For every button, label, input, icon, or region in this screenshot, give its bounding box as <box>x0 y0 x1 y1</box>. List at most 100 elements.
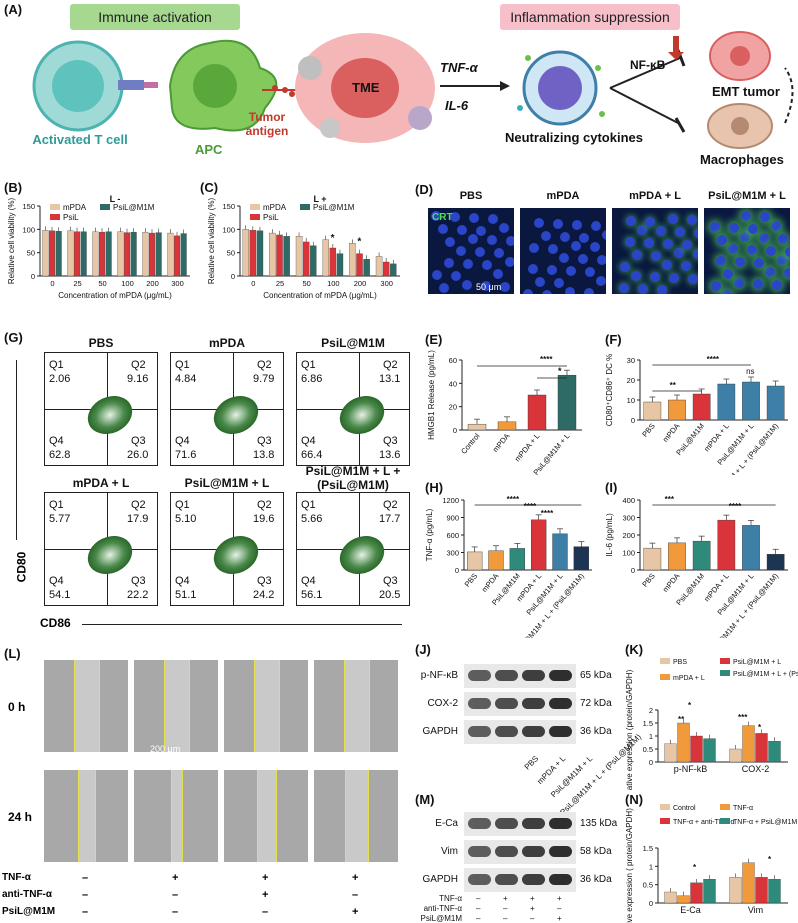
bar <box>742 525 760 571</box>
legend-label: PsiL@M1M + L <box>733 659 781 666</box>
kda-label: 135 kDa <box>580 818 618 829</box>
y-tick-label: 150 <box>222 202 235 211</box>
bar <box>643 401 662 421</box>
y-tick-label: 20 <box>449 403 457 412</box>
q1-value: 6.86 <box>301 373 323 385</box>
chart-title: L + <box>313 194 326 204</box>
bar <box>677 722 690 763</box>
significance-label: **** <box>524 502 537 511</box>
q1-label: Q1 <box>49 359 64 371</box>
q2-label: Q2 <box>257 359 272 371</box>
legend-swatch <box>50 204 60 210</box>
q2-label: Q2 <box>383 359 398 371</box>
legend-swatch <box>660 674 670 680</box>
x-tick-label: 300 <box>380 279 393 288</box>
y-axis-label: Relative cell viability (%) <box>207 198 216 285</box>
flow-plot-title: PsiL@M1M <box>321 336 385 350</box>
x-axis-label: Concentration of mPDA (μg/mL) <box>58 291 172 300</box>
bar <box>80 231 87 277</box>
bar <box>142 231 149 277</box>
treatment-sign: + <box>352 872 359 884</box>
treatment-label: anti-TNF-α <box>2 889 53 900</box>
y-tick-label: 0 <box>649 899 653 908</box>
treatment-sign: – <box>172 906 179 918</box>
significance-label: **** <box>507 495 520 504</box>
q3-label: Q3 <box>131 575 146 587</box>
treatment-sign: – <box>82 872 89 884</box>
x-tick-label: 25 <box>73 279 81 288</box>
panel-label-b: (B) <box>4 180 23 195</box>
y-tick-label: 1.5 <box>643 844 653 853</box>
q4-label: Q4 <box>175 435 190 447</box>
blot-row-label: COX-2 <box>427 698 458 709</box>
bar <box>530 519 547 571</box>
scratch-image <box>314 660 398 752</box>
x-tick-label: PBS <box>463 572 480 589</box>
panel-label-a: (A) <box>4 2 23 17</box>
treatment-sign: – <box>503 904 508 913</box>
y-tick-label: 50 <box>227 249 235 258</box>
y-axis-label: CD80⁺CD86⁺ DC % <box>605 354 614 426</box>
treatment-sign: – <box>476 914 481 923</box>
schematic-illustration <box>32 31 794 149</box>
bar <box>742 862 755 904</box>
x-tick-label: Control <box>459 431 482 456</box>
legend-swatch <box>50 214 60 220</box>
legend-label: Control <box>673 805 696 812</box>
panel-label-c: (C) <box>200 180 219 195</box>
legend-swatch <box>720 804 730 810</box>
x-tick-label: COX-2 <box>742 764 770 774</box>
microscopy-image <box>612 208 698 294</box>
treatment-sign: – <box>352 889 359 901</box>
bar <box>256 230 264 277</box>
bar <box>552 533 568 571</box>
significance-label: * <box>768 855 772 864</box>
significance-label: *** <box>665 495 675 504</box>
t-cell-nucleus-icon <box>52 60 104 112</box>
significance-label: ns <box>746 367 754 376</box>
x-tick-label: p-NF-kB <box>674 764 708 774</box>
bar <box>295 236 303 277</box>
x-tick-label: mPDA <box>491 432 512 454</box>
y-tick-label: 0 <box>631 566 635 575</box>
q4-label: Q4 <box>49 435 64 447</box>
microscopy-title: PBS <box>459 190 483 202</box>
q1-value: 2.06 <box>49 373 71 385</box>
immune-activation-banner: Immune activation <box>70 4 240 30</box>
bar <box>174 235 180 277</box>
bar <box>390 263 397 277</box>
western-blot-m: E-Ca 135 kDa Vim 58 kDa GAPDH 36 kDa TNF-α – + + +… <box>410 798 620 923</box>
flow-plot: Q1 4.84 Q2 9.79 Q4 71.6 Q3 13.8 <box>170 352 284 466</box>
microscopy-title: PsiL@M1M + L <box>708 190 786 202</box>
bar <box>117 231 124 277</box>
y-tick-label: 100 <box>222 225 235 234</box>
bar <box>329 247 337 277</box>
bar <box>49 230 55 277</box>
y-tick-label: 1 <box>649 862 653 871</box>
flow-plot: Q1 5.66 Q2 17.7 Q4 56.1 Q3 20.5 <box>296 492 410 606</box>
legend-swatch <box>720 658 730 664</box>
q2-value: 17.9 <box>127 513 149 525</box>
bar <box>755 733 768 763</box>
kda-label: 36 kDa <box>580 874 612 885</box>
q3-label: Q3 <box>131 435 146 447</box>
x-tick-label: PBS <box>640 572 657 589</box>
legend-label: TNF-α + anti-TNF-α <box>673 819 735 826</box>
y-tick-label: 300 <box>446 549 459 558</box>
tme-label: TME <box>352 80 380 95</box>
legend-label: PBS <box>673 659 687 666</box>
scratch-assay-panel: 0 h 24 h 200 μm TNF-α – + + + anti-TNF-α – – + – PsiL… <box>0 660 410 923</box>
chart-k: 0 0.5 1 1.5 2 Relative expression (protein/GA… <box>625 658 798 790</box>
y-tick-label: 2 <box>649 706 653 715</box>
bar <box>643 547 662 571</box>
q3-value: 20.5 <box>379 589 401 601</box>
significance-label: ** <box>670 381 677 390</box>
x-tick-label: 50 <box>302 279 310 288</box>
bar <box>467 551 483 571</box>
bar <box>42 230 49 277</box>
y-tick-label: 100 <box>22 225 35 234</box>
significance-label: **** <box>707 355 720 364</box>
cd86-axis-label: CD86 <box>40 616 71 630</box>
apc-label: APC <box>195 142 223 157</box>
